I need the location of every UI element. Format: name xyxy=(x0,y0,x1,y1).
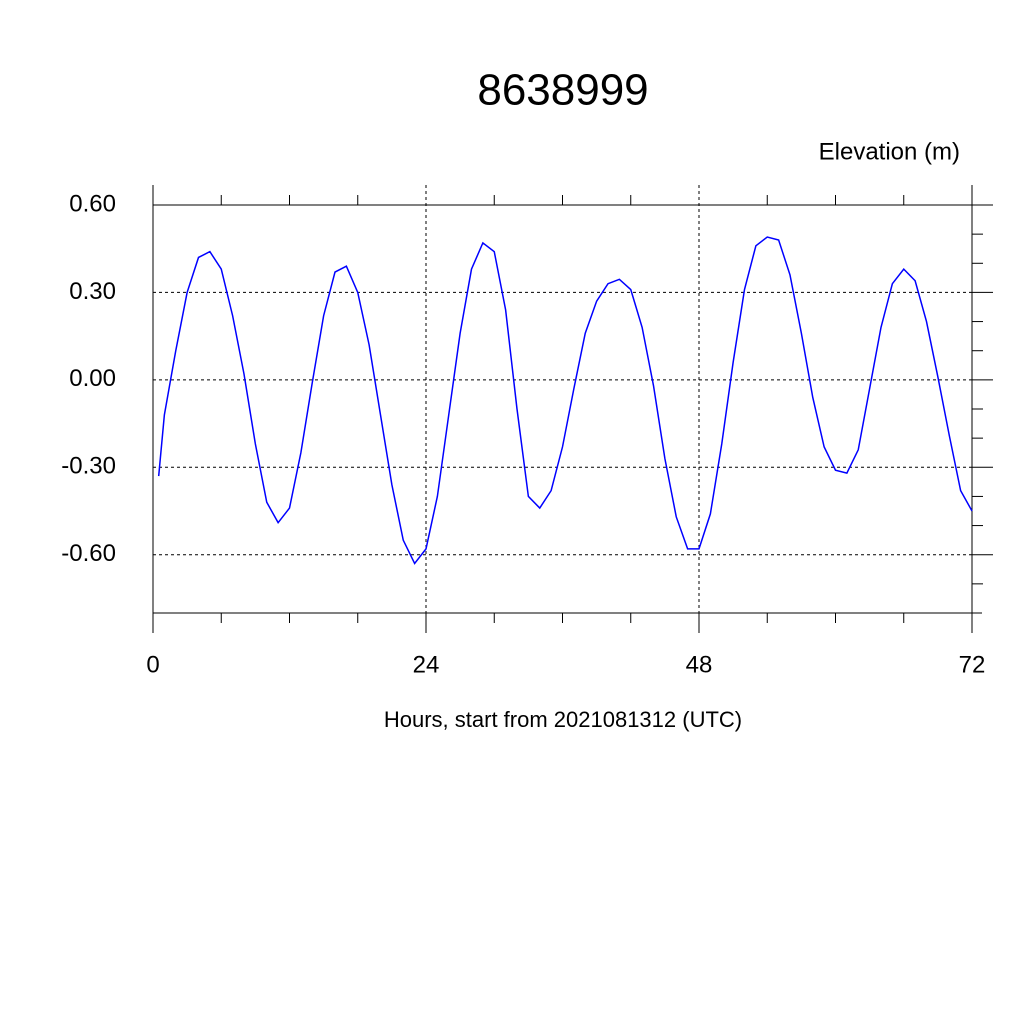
x-tick-label: 48 xyxy=(686,651,713,678)
x-tick-label: 0 xyxy=(146,651,159,678)
y-tick-label: -0.60 xyxy=(61,540,116,567)
x-tick-label: 24 xyxy=(413,651,440,678)
y-tick-label: 0.30 xyxy=(69,278,116,305)
data-line xyxy=(157,236,973,565)
x-tick-label: 72 xyxy=(959,651,986,678)
chart-title: 8638999 xyxy=(477,66,648,115)
x-axis-label: Hours, start from 2021081312 (UTC) xyxy=(384,707,742,732)
y-axis-label: Elevation (m) xyxy=(819,138,960,165)
y-tick-label: 0.60 xyxy=(69,190,116,217)
y-tick-label: -0.30 xyxy=(61,453,116,480)
y-tick-label: 0.00 xyxy=(69,365,116,392)
